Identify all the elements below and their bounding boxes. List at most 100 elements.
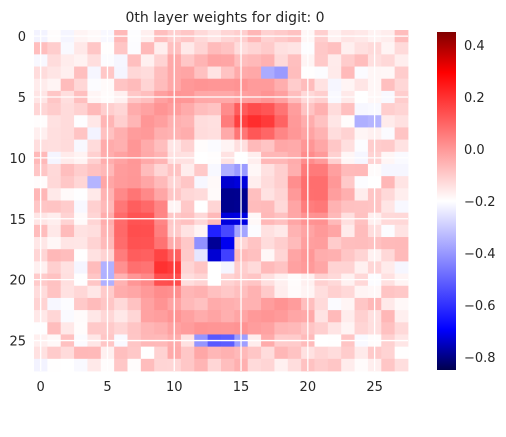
heat-cell [207, 127, 222, 141]
heat-cell [354, 297, 369, 311]
heat-cell [154, 163, 168, 177]
heat-cell [394, 322, 409, 335]
heat-cell [314, 224, 329, 238]
heat-cell [274, 42, 289, 55]
heat-cell [127, 188, 142, 201]
heat-cell [60, 297, 75, 311]
heat-cell [341, 139, 355, 153]
heat-cell [154, 285, 168, 299]
heat-cell [394, 285, 409, 299]
heat-cell [60, 346, 75, 360]
heat-cell [261, 139, 275, 153]
heat-cell [381, 188, 396, 201]
x-tick-label: 15 [233, 380, 250, 395]
heat-cell [354, 103, 369, 116]
heat-cell [381, 200, 396, 214]
heat-cell [194, 54, 209, 67]
heat-cell [180, 163, 195, 177]
colorbar [437, 32, 456, 370]
heat-cell [194, 224, 209, 238]
heat-cell [194, 139, 209, 153]
heat-cell [74, 261, 88, 274]
heat-cell [140, 78, 155, 92]
heat-cell [180, 358, 195, 372]
heat-cell [314, 310, 329, 323]
heat-cell [314, 261, 329, 274]
heat-cell [74, 66, 88, 80]
heat-cell [140, 188, 155, 201]
heat-cell [207, 285, 222, 299]
heat-cell [207, 163, 222, 177]
heat-cell [74, 127, 88, 141]
heat-cell [274, 261, 289, 274]
heat-cell [327, 163, 342, 177]
heat-cell [140, 163, 155, 177]
heat-cell [287, 285, 302, 299]
heat-cell [154, 115, 168, 128]
heat-cell [180, 322, 195, 335]
heat-cell [327, 310, 342, 323]
heat-cell [127, 358, 142, 372]
heat-cell [221, 322, 235, 335]
heat-cell [221, 103, 235, 116]
heat-cell [127, 285, 142, 299]
heat-cell [194, 297, 209, 311]
heat-cell [341, 127, 355, 141]
heat-cell [127, 249, 142, 262]
heat-cell [314, 103, 329, 116]
heat-cell [274, 310, 289, 323]
heat-cell [261, 346, 275, 360]
heat-cell [194, 66, 209, 80]
heat-cell [180, 188, 195, 201]
heat-cell [221, 285, 235, 299]
heat-cell [381, 54, 396, 67]
heat-cell [127, 54, 142, 67]
heat-cell [394, 176, 409, 189]
heat-cell [274, 103, 289, 116]
heat-cell [394, 115, 409, 128]
x-tick-label: 5 [103, 380, 111, 395]
heat-cell [127, 139, 142, 153]
heat-cell [247, 78, 262, 92]
heat-cell [180, 176, 195, 189]
heat-cell [261, 103, 275, 116]
heat-cell [180, 78, 195, 92]
heat-cell [194, 261, 209, 274]
heat-cell [247, 127, 262, 141]
heat-cell [287, 42, 302, 55]
heat-cell [247, 66, 262, 80]
heat-cell [154, 358, 168, 372]
heat-cell [394, 78, 409, 92]
x-tick-label: 0 [37, 380, 45, 395]
heat-cell [154, 310, 168, 323]
heat-cell [327, 139, 342, 153]
heat-cell [154, 224, 168, 238]
y-tick-label: 5 [18, 91, 26, 106]
y-tick-label: 10 [9, 152, 26, 167]
heat-cell [287, 297, 302, 311]
heat-cell [180, 285, 195, 299]
heat-cell [261, 78, 275, 92]
x-tick-label: 20 [300, 380, 317, 395]
heat-cell [194, 322, 209, 335]
heat-cell [354, 139, 369, 153]
heat-cell [287, 310, 302, 323]
heat-cell [261, 54, 275, 67]
heat-cell [247, 346, 262, 360]
heat-cell [154, 176, 168, 189]
heat-cell [327, 54, 342, 67]
heat-cell [114, 297, 128, 311]
heat-cell [341, 237, 355, 250]
heat-cell [327, 249, 342, 262]
heat-cell [127, 78, 142, 92]
heat-cell [381, 139, 396, 153]
heat-cell [87, 358, 102, 372]
heat-cell [341, 103, 355, 116]
heat-cell [114, 139, 128, 153]
heat-cell [74, 200, 88, 214]
x-tick-label: 10 [166, 380, 183, 395]
heat-cell [114, 54, 128, 67]
heat-cell [114, 115, 128, 128]
heat-cell [114, 237, 128, 250]
heat-cell [194, 42, 209, 55]
